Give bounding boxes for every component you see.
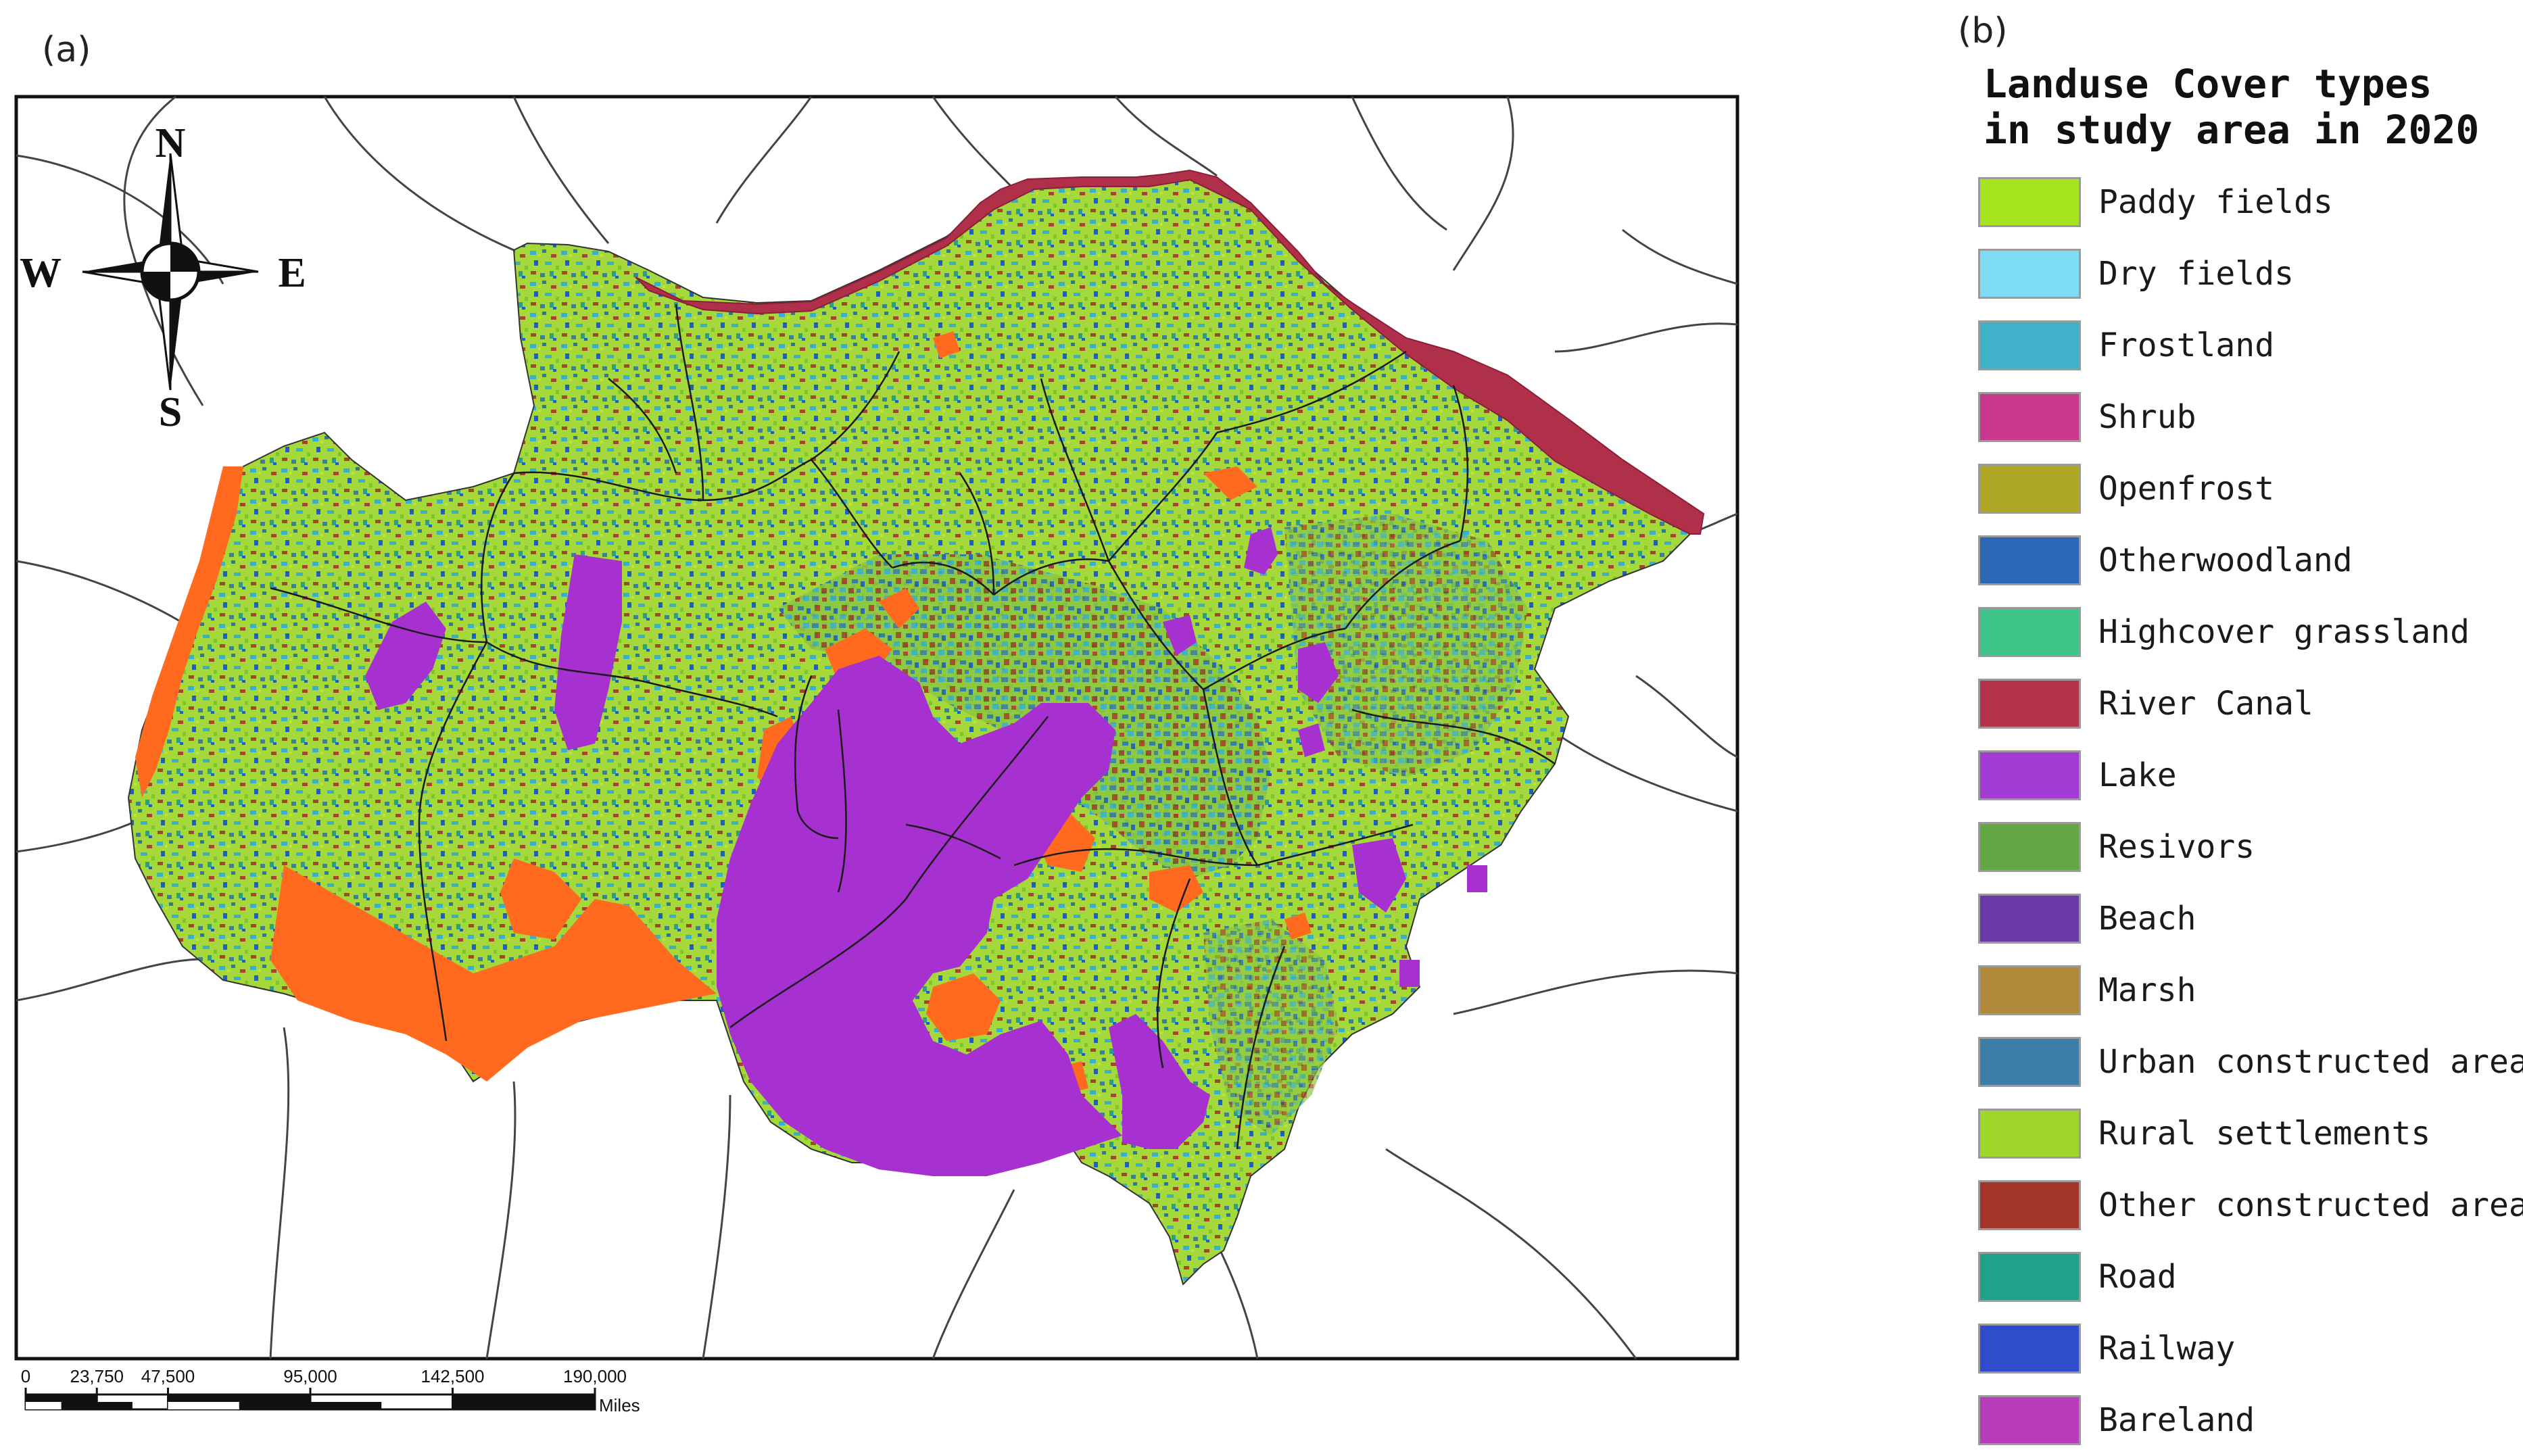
legend-item: Highcover grassland [1978, 596, 2519, 668]
urban-east [1284, 514, 1528, 777]
legend-swatch [1978, 1252, 2081, 1302]
legend-swatch [1978, 679, 2081, 729]
scale-bar-tick-label: 142,500 [421, 1366, 485, 1386]
compass-south-label: S [159, 389, 182, 435]
legend-label: Highcover grassland [2098, 613, 2470, 651]
legend-label: Resivors [2098, 828, 2255, 866]
legend-title-line1: Landuse Cover types [1984, 61, 2432, 107]
legend-label: Other constructed area [2098, 1186, 2523, 1224]
scale-bar-tick-label: 95,000 [283, 1366, 337, 1386]
legend-label: Paddy fields [2098, 183, 2333, 221]
legend-label: Frostland [2098, 326, 2275, 364]
legend-item: Marsh [1978, 954, 2519, 1026]
legend-swatch [1978, 1395, 2081, 1445]
legend-swatch [1978, 1037, 2081, 1087]
legend-item: Urban constructed area [1978, 1026, 2523, 1098]
legend-label: Urban constructed area [2098, 1043, 2523, 1081]
legend-swatch [1978, 1180, 2081, 1230]
panel-label-b: (b) [1958, 11, 2008, 51]
scale-bar-tick-label: 190,000 [563, 1366, 627, 1386]
admin-boundaries [16, 95, 1738, 1359]
legend-swatch [1978, 1324, 2081, 1374]
legend-item: Lake [1978, 739, 2519, 811]
legend-item: River Canal [1978, 668, 2519, 739]
legend-swatch [1978, 607, 2081, 657]
legend-item: Bareland [1978, 1384, 2519, 1456]
legend-swatch [1978, 392, 2081, 442]
legend-swatch [1978, 822, 2081, 872]
compass-north-label: N [155, 120, 186, 166]
legend-label: Openfrost [2098, 470, 2275, 508]
legend-swatch [1978, 464, 2081, 514]
scale-bar-segment [452, 1393, 596, 1411]
legend-item: Rural settlements [1978, 1098, 2519, 1169]
legend-list: Paddy fields Dry fields Frostland Shrub Open… [1978, 166, 2523, 1456]
urban-south [1203, 919, 1339, 1136]
scale-bar-subsegment [97, 1402, 133, 1409]
land-use-map: N S W E 0 23,750 47,500 95,000 142,500 190,00… [14, 95, 1739, 1415]
legend-label: Dry fields [2098, 255, 2294, 293]
scale-bar-unit: Miles [599, 1395, 640, 1415]
scale-bar: 0 23,750 47,500 95,000 142,500 190,000 Miles [21, 1366, 640, 1415]
legend-item: Openfrost [1978, 453, 2519, 525]
legend-label: Marsh [2098, 971, 2196, 1009]
legend-swatch [1978, 1109, 2081, 1159]
legend-item: Paddy fields [1978, 166, 2519, 238]
legend-swatch [1978, 177, 2081, 227]
legend-title: Landuse Cover types in study area in 202… [1984, 61, 2519, 153]
scale-bar-tick-label: 0 [21, 1366, 30, 1386]
legend-item: Otherwoodland [1978, 525, 2519, 596]
legend-item: Beach [1978, 883, 2519, 954]
legend-item: Road [1978, 1241, 2519, 1313]
legend-item: Railway [1978, 1313, 2519, 1384]
legend-swatch [1978, 965, 2081, 1015]
legend-item: Resivors [1978, 811, 2519, 883]
scale-bar-ticks: 0 23,750 47,500 95,000 142,500 190,000 [21, 1366, 627, 1394]
legend-title-line2: in study area in 2020 [1984, 107, 2480, 153]
scale-bar-subsegment [310, 1402, 382, 1409]
scale-bar-subsegment [168, 1402, 239, 1409]
lakes [365, 527, 1487, 1176]
scale-bar-tick-label: 23,750 [70, 1366, 124, 1386]
legend-label: Road [2098, 1258, 2177, 1296]
legend-swatch [1978, 320, 2081, 370]
scale-bar-tick-label: 47,500 [141, 1366, 195, 1386]
north-arrow [82, 153, 259, 391]
legend-label: Beach [2098, 900, 2196, 938]
scale-bar-segments [24, 1393, 596, 1411]
district-boundaries [270, 304, 1556, 1150]
legend-item: Other constructed area [1978, 1169, 2523, 1241]
legend-label: Otherwoodland [2098, 541, 2353, 579]
legend-item: Dry fields [1978, 238, 2519, 310]
legend-swatch [1978, 750, 2081, 800]
legend-swatch [1978, 535, 2081, 585]
compass-west-label: W [20, 250, 62, 296]
legend-swatch [1978, 894, 2081, 944]
compass-east-label: E [278, 250, 306, 296]
legend-swatch [1978, 249, 2081, 299]
legend-label: Railway [2098, 1330, 2236, 1367]
legend-label: Rural settlements [2098, 1115, 2431, 1152]
scale-bar-subsegment [26, 1402, 62, 1409]
panel-label-a: (a) [42, 30, 91, 70]
legend-label: Bareland [2098, 1401, 2255, 1439]
legend-item: Frostland [1978, 310, 2519, 381]
legend-label: Lake [2098, 756, 2177, 794]
legend-label: Shrub [2098, 398, 2196, 436]
legend: Landuse Cover types in study area in 202… [1978, 61, 2523, 1456]
legend-item: Shrub [1978, 381, 2519, 453]
legend-label: River Canal [2098, 685, 2313, 723]
river-canal [635, 169, 1705, 535]
